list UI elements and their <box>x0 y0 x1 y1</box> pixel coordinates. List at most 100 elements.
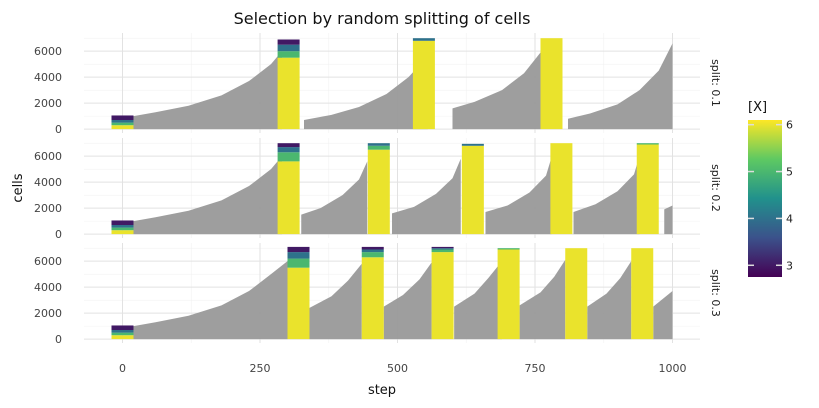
bar-segment <box>111 335 134 340</box>
bar-segment <box>461 145 484 235</box>
facet-strip-label: split: 0.2 <box>709 164 722 212</box>
bar-segment <box>412 40 435 130</box>
bar-segment <box>277 147 300 153</box>
bar-segment <box>287 267 310 340</box>
bar-segment <box>367 145 390 150</box>
cell-count-area <box>304 56 428 130</box>
bar-segment <box>361 252 384 258</box>
legend-colorbar <box>748 120 782 277</box>
y-tick-label: 4000 <box>34 281 62 294</box>
bar-segment <box>540 38 563 130</box>
cell-count-area <box>568 43 673 130</box>
y-tick-label: 6000 <box>34 255 62 268</box>
x-tick-label: 250 <box>250 362 271 375</box>
cell-count-area <box>573 156 640 235</box>
legend-tick-label: 3 <box>786 259 793 272</box>
y-tick-label: 4000 <box>34 71 62 84</box>
bar-segment <box>550 143 573 235</box>
x-axis-title: step <box>368 383 396 398</box>
bar-segment <box>287 246 310 253</box>
cell-count-area <box>452 52 541 130</box>
bar-segment <box>111 227 134 231</box>
y-tick-label: 0 <box>55 228 62 241</box>
bar-segment <box>111 120 134 123</box>
bar-segment <box>111 125 134 130</box>
cell-count-area <box>309 263 362 340</box>
chart-title: Selection by random splitting of cells <box>234 9 531 28</box>
bar-segment <box>277 143 300 148</box>
facet-panel: 0 2000 4000 6000 split: 0.3 <box>34 243 722 346</box>
y-tick-label: 6000 <box>34 150 62 163</box>
facet-panel: 0 2000 4000 6000 split: 0.2 <box>34 138 722 241</box>
cell-count-area <box>133 51 282 130</box>
facet-panels: 0 2000 4000 6000 split: 0.1 0 2000 4000 6000 spli… <box>34 33 722 346</box>
cell-count-area <box>392 158 461 235</box>
x-tick-label: 500 <box>387 362 408 375</box>
bar-segment <box>565 248 588 340</box>
bar-segment <box>412 38 435 41</box>
legend-tick-label: 5 <box>786 166 793 179</box>
bar-segment <box>277 51 300 58</box>
bar-segment <box>277 152 300 162</box>
bar-segment <box>111 115 134 121</box>
bar-segment <box>461 143 484 146</box>
bar-segment <box>361 246 384 250</box>
bar-segment <box>277 39 300 45</box>
bar-segment <box>431 246 454 249</box>
cell-count-area <box>485 157 552 235</box>
bar-segment <box>111 330 134 333</box>
bar-segment <box>287 252 310 259</box>
facet-strip-label: split: 0.1 <box>709 59 722 107</box>
bar-segment <box>111 225 134 228</box>
facet-panel: 0 2000 4000 6000 split: 0.1 <box>34 33 722 136</box>
bar-segment <box>431 248 454 250</box>
cell-count-area <box>519 259 566 340</box>
y-tick-label: 2000 <box>34 307 62 320</box>
cell-count-area <box>383 262 432 340</box>
x-tick-label: 750 <box>525 362 546 375</box>
color-legend: [X] 3 4 5 6 <box>748 100 793 277</box>
facet-strip-label: split: 0.3 <box>709 269 722 317</box>
bar-segment <box>636 143 659 145</box>
cell-count-area <box>587 261 632 340</box>
x-tick-label: 1000 <box>659 362 687 375</box>
bar-segment <box>111 230 134 235</box>
bar-segment <box>631 248 654 340</box>
cell-count-area <box>301 161 368 235</box>
bar-segment <box>111 332 134 336</box>
cell-count-area <box>133 156 282 235</box>
bar-segment <box>361 257 384 340</box>
y-axis-title: cells <box>11 173 26 202</box>
y-tick-label: 2000 <box>34 97 62 110</box>
cell-count-area <box>653 291 673 340</box>
bar-segment <box>277 44 300 52</box>
bar-segment <box>111 325 134 331</box>
x-axis: 0 250 500 750 1000 <box>119 362 687 375</box>
legend-tick-label: 4 <box>786 212 793 225</box>
legend-title: [X] <box>748 100 767 115</box>
bar-segment <box>497 249 520 340</box>
cell-count-area <box>664 205 673 235</box>
bar-segment <box>497 248 520 250</box>
bar-segment <box>287 258 310 268</box>
x-tick-label: 0 <box>119 362 126 375</box>
bar-segment <box>361 249 384 253</box>
bar-segment <box>111 220 134 226</box>
bar-segment <box>111 122 134 126</box>
cell-count-area <box>133 261 288 340</box>
bar-segment <box>367 143 390 146</box>
cell-count-area <box>454 261 502 340</box>
y-tick-label: 0 <box>55 333 62 346</box>
bar-segment <box>277 57 300 130</box>
y-tick-label: 0 <box>55 123 62 136</box>
bar-segment <box>431 252 454 340</box>
y-tick-label: 2000 <box>34 202 62 215</box>
y-tick-label: 6000 <box>34 45 62 58</box>
bar-segment <box>277 161 300 235</box>
y-tick-label: 4000 <box>34 176 62 189</box>
bar-segment <box>431 249 454 253</box>
bar-segment <box>367 149 390 235</box>
legend-tick-label: 6 <box>786 119 793 132</box>
bar-segment <box>636 144 659 235</box>
